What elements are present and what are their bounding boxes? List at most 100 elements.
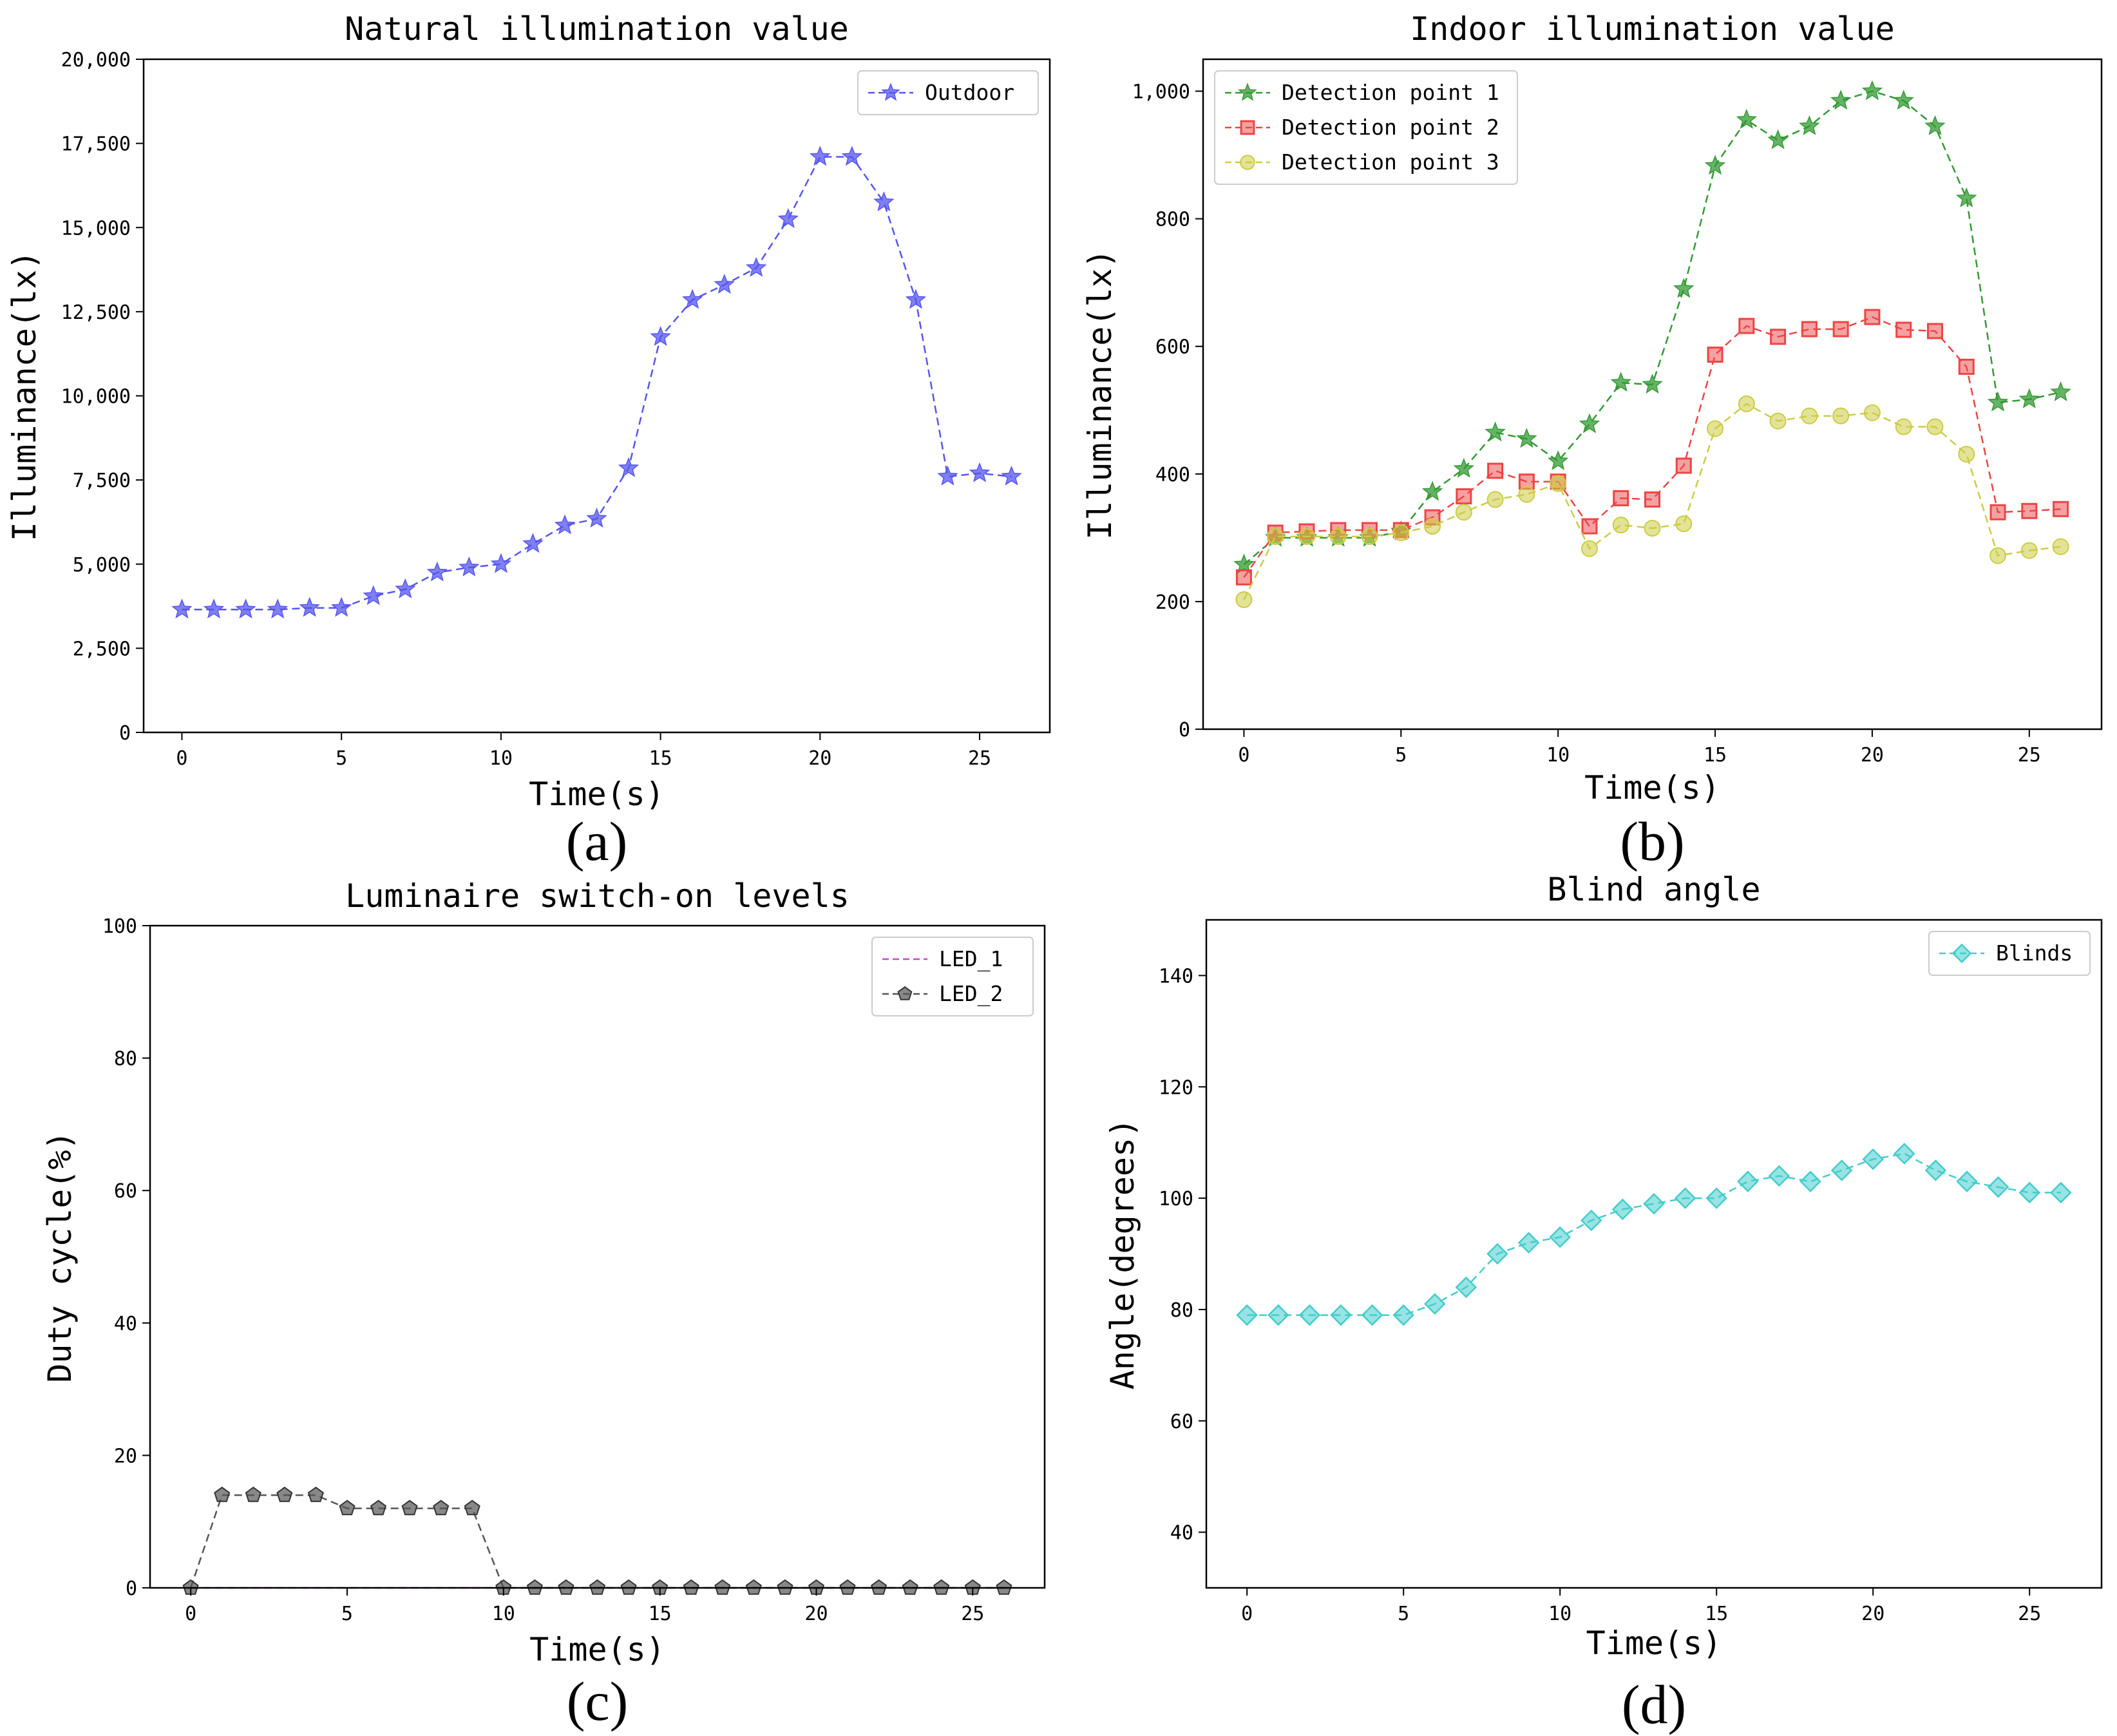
chart-b-series-2-point (2053, 501, 2069, 517)
chart-b-series-2-point (1989, 504, 2006, 520)
chart-a-series-1-point (586, 508, 607, 528)
chart-d-series-1-point (1799, 1170, 1821, 1192)
chart-b-series-1-point (1610, 372, 1631, 392)
chart-b-series-1-point (1642, 374, 1663, 394)
chart-d-legend-box (1928, 931, 2091, 976)
chart-b-series-1-point (1233, 553, 1255, 574)
chart-b-series-1-point (1579, 413, 1600, 434)
chart-d-series-1-point (1924, 1159, 1947, 1181)
chart-c-title: Luminaire switch-on levels (345, 877, 850, 915)
chart-b-y-tick-label: 600 (1155, 336, 1190, 359)
chart-d-series-1-point (1236, 1304, 1258, 1326)
chart-b-y-tick-label: 800 (1155, 209, 1190, 231)
chart-d-series-1-point (1674, 1187, 1696, 1209)
chart-a-series-1-point (299, 596, 320, 617)
chart-b-y-tick-label: 1,000 (1132, 81, 1190, 104)
chart-a-x-axis-label: Time(s) (529, 776, 665, 813)
chart-b-series-3-point (1769, 412, 1787, 430)
chart-a-series-line-1 (182, 156, 1012, 611)
chart-b-series-2-point (1675, 457, 1692, 474)
chart-a-series-1-point (810, 146, 831, 166)
chart-b-series-3-point (1518, 486, 1535, 503)
chart-b-series-1-point (1421, 481, 1443, 501)
chart-b-x-tick-label: 10 (1546, 744, 1570, 767)
chart-d-plot-frame (1205, 919, 2103, 1589)
chart-b-series-2-point (1644, 491, 1660, 508)
chart-c-y-tick-label: 100 (102, 915, 137, 938)
chart-b-series-3-point (1989, 547, 2007, 564)
chart-a-panel-label: (a) (566, 810, 627, 872)
chart-a-x-tick-label: 15 (649, 747, 672, 770)
chart-a-y-tick-label: 7,500 (73, 470, 131, 492)
chart-b-series-1-point (1861, 80, 1883, 100)
chart-a-title: Natural illumination value (345, 10, 849, 48)
chart-b-series-2-point (2021, 502, 2038, 519)
chart-c-legend-label: LED_2 (939, 981, 1003, 1007)
chart-b-series-3-point (1801, 407, 1818, 424)
chart-a-y-tick-label: 5,000 (73, 554, 131, 577)
chart-d-series-1-point (1768, 1165, 1790, 1187)
chart-b-series-3-point (1644, 520, 1661, 537)
chart-b-series-3-point (1926, 418, 1944, 435)
chart-d-series-1-point (1862, 1148, 1884, 1170)
chart-a-y-tick-label: 2,500 (73, 638, 131, 660)
chart-c-x-axis-label: Time(s) (529, 1631, 665, 1668)
chart-d-series-1-point (1392, 1304, 1414, 1326)
chart-b-series-2-point (1613, 490, 1629, 506)
chart-d-y-tick-label: 40 (1170, 1522, 1193, 1545)
chart-b-series-2-point (1770, 329, 1787, 345)
chart-b-series-3-point (1329, 528, 1347, 545)
chart-a-x-tick-label: 5 (336, 747, 347, 770)
chart-c-x-tick-label: 0 (185, 1603, 196, 1625)
chart-natural-illumination: 0 5 10 15 20 25 0 2,500 5,000 7,500 10,000 12,500 15… (6, 10, 1051, 872)
chart-b-series-3-point (1958, 446, 1975, 463)
chart-a-x-tick-label: 25 (968, 747, 991, 770)
chart-c-series-2-point (370, 1500, 387, 1516)
chart-c-series-2-point (339, 1500, 356, 1516)
chart-b-legend-label: Detection point 2 (1282, 115, 1499, 140)
chart-b-x-axis-label: Time(s) (1584, 769, 1720, 806)
chart-b-series-2-point (1926, 323, 1943, 339)
chart-b-legend-marker (1240, 120, 1255, 135)
chart-a-legend-box (857, 70, 1039, 115)
chart-b-series-1-point (1736, 109, 1758, 129)
chart-a-legend-label: Outdoor (925, 80, 1014, 105)
chart-b-series-1-point (1799, 115, 1820, 135)
chart-b-y-tick-label: 400 (1155, 464, 1190, 486)
chart-b-series-1-point (1673, 278, 1695, 298)
chart-d-series-1-point (2018, 1181, 2040, 1204)
chart-b-series-1-point (1485, 421, 1506, 442)
chart-d-x-tick-label: 25 (2018, 1603, 2041, 1625)
chart-a-series-1-point (426, 561, 448, 582)
chart-a-y-tick-label: 20,000 (61, 49, 131, 72)
chart-a-series-1-point (714, 274, 735, 294)
chart-d-series-1-point (1298, 1304, 1321, 1326)
chart-b-series-1-point (2050, 381, 2071, 401)
chart-d-series-1-point (1830, 1159, 1853, 1181)
chart-a-series-1-point (203, 598, 225, 619)
chart-b-series-2-point (1832, 321, 1849, 338)
chart-a-series-1-point (873, 191, 895, 211)
chart-a-series-1-point (1001, 465, 1022, 486)
chart-d-series-1-point (1894, 1143, 1915, 1165)
chart-b-series-3-point (1581, 540, 1598, 557)
chart-b-series-1-point (1453, 457, 1475, 478)
chart-b-series-3-point (2052, 538, 2069, 555)
chart-a-series-1-point (841, 146, 863, 166)
chart-a-series-1-point (490, 553, 512, 573)
chart-b-series-2-point (1581, 518, 1598, 535)
chart-a-series-1-point (618, 457, 640, 477)
chart-d-panel-label: (d) (1622, 1674, 1686, 1735)
chart-c-x-tick-label: 10 (492, 1603, 515, 1625)
chart-d-series-1-point (1361, 1304, 1383, 1326)
chart-d-series-1-point (1987, 1176, 2009, 1198)
chart-b-series-3-point (1267, 528, 1284, 545)
chart-c-legend-marker (897, 986, 913, 1000)
chart-b-series-1-point (1893, 90, 1914, 110)
chart-b-legend-marker (1238, 82, 1257, 101)
chart-d-series-1-point (1267, 1304, 1289, 1326)
chart-c-y-tick-label: 80 (114, 1048, 137, 1071)
chart-b-series-2-point (1864, 309, 1881, 325)
chart-a-series-1-point (171, 598, 193, 619)
